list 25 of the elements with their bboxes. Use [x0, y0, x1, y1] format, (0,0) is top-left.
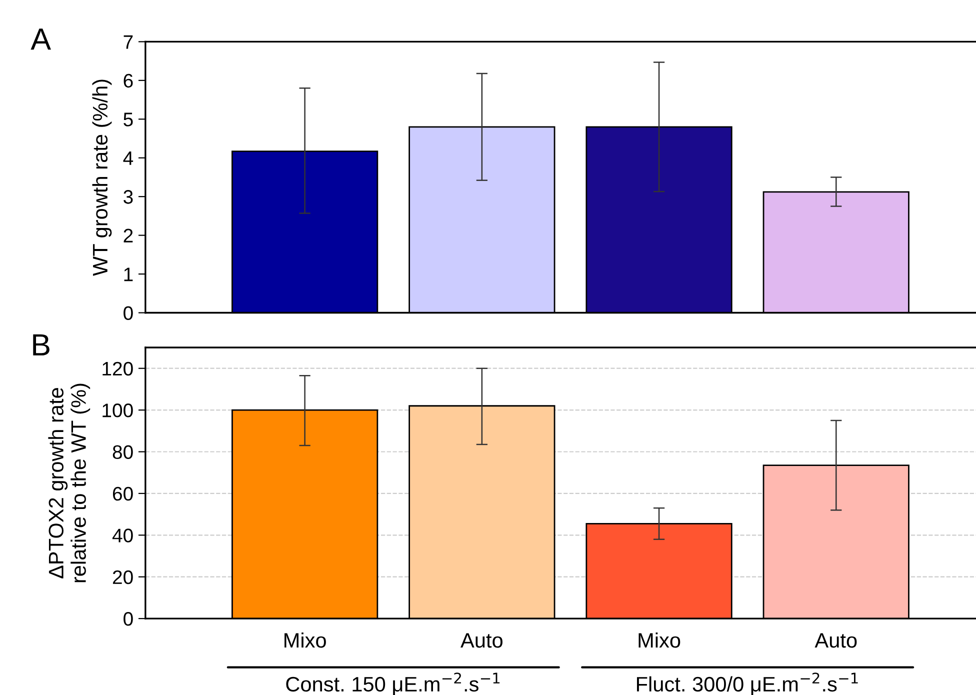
y-tick-label: 2	[124, 228, 133, 242]
y-axis-title: ΔPTOX2 growth rate relative to the WT (%)	[48, 384, 90, 582]
x-tick-label: Auto	[460, 633, 502, 648]
y-tick-label: 40	[112, 528, 133, 542]
chart-title: B	[33, 334, 50, 356]
y-tick-label: 100	[102, 404, 133, 418]
x-tick-label: Mixo	[284, 632, 326, 648]
chart-title: A	[30, 28, 51, 50]
y-tick-label: 5	[124, 112, 133, 126]
y-tick-label: 4	[123, 152, 134, 165]
y-tick-label: 20	[112, 570, 133, 584]
y-tick-label: 80	[112, 445, 133, 459]
y-tick-label: 7	[124, 35, 133, 49]
y-tick-label: 6	[124, 74, 133, 88]
text: Fluct. 300/0 μE.m$^{−2}$.s$^{−1}$	[636, 672, 858, 695]
y-tick-label: 1	[124, 268, 133, 282]
x-tick-label: Mixo	[638, 632, 680, 648]
y-tick-label: 0	[124, 612, 133, 626]
y-tick-label: 3	[124, 190, 133, 204]
y-axis-title: WT growth rate (%/h)	[92, 80, 112, 276]
y-tick-label: 120	[102, 362, 133, 376]
y-tick-label: 60	[112, 486, 133, 501]
x-tick-label: Auto	[814, 633, 857, 648]
text: Const. 150 μE.m$^{−2}$.s$^{−1}$	[286, 672, 500, 695]
y-tick-label: 0	[124, 306, 133, 320]
